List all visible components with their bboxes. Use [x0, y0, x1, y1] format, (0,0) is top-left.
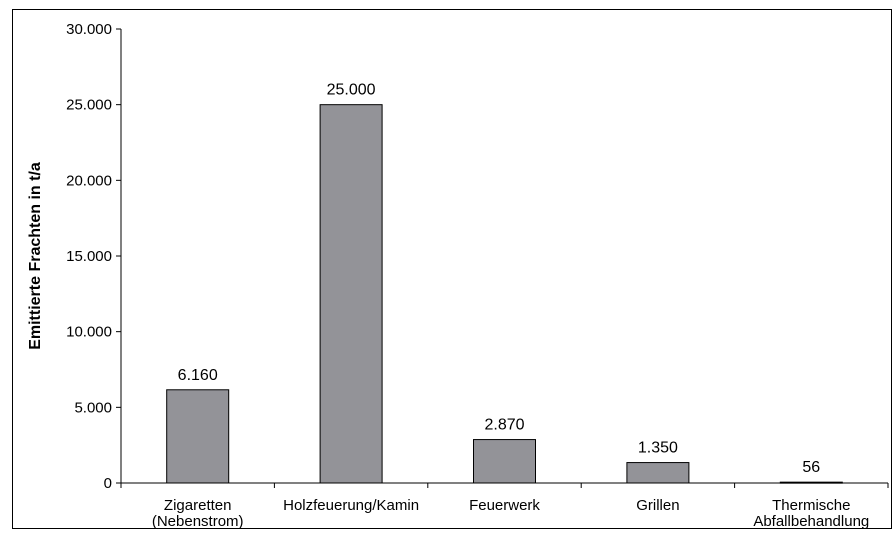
chart-frame [12, 9, 892, 529]
y-tick-label: 10.000 [66, 324, 112, 341]
bar [779, 481, 843, 484]
category-label: Feuerwerk [469, 497, 540, 514]
category-label: Grillen [636, 497, 679, 514]
category-label: Holzfeuerung/Kamin [283, 497, 419, 514]
data-label: 25.000 [327, 82, 376, 99]
y-axis-label: Emittierte Frachten in t/a [27, 162, 44, 350]
data-label: 56 [802, 459, 820, 476]
data-label: 1.350 [638, 440, 678, 457]
y-tick-label: 30.000 [66, 21, 112, 38]
y-tick-label: 20.000 [66, 172, 112, 189]
bar [319, 104, 383, 484]
bar [166, 389, 230, 484]
category-label: Thermische [772, 497, 850, 514]
y-tick-label: 5.000 [74, 399, 112, 416]
y-tick-label: 25.000 [66, 97, 112, 114]
category-label: Zigaretten [164, 497, 232, 514]
y-tick-label: 15.000 [66, 248, 112, 265]
category-label: (Nebenstrom) [152, 513, 244, 530]
bar [473, 439, 536, 484]
y-tick-label: 0 [104, 475, 112, 492]
data-label: 6.160 [178, 367, 218, 384]
category-label: Abfallbehandlung [753, 513, 869, 530]
data-label: 2.870 [484, 417, 524, 434]
bar [626, 462, 690, 484]
